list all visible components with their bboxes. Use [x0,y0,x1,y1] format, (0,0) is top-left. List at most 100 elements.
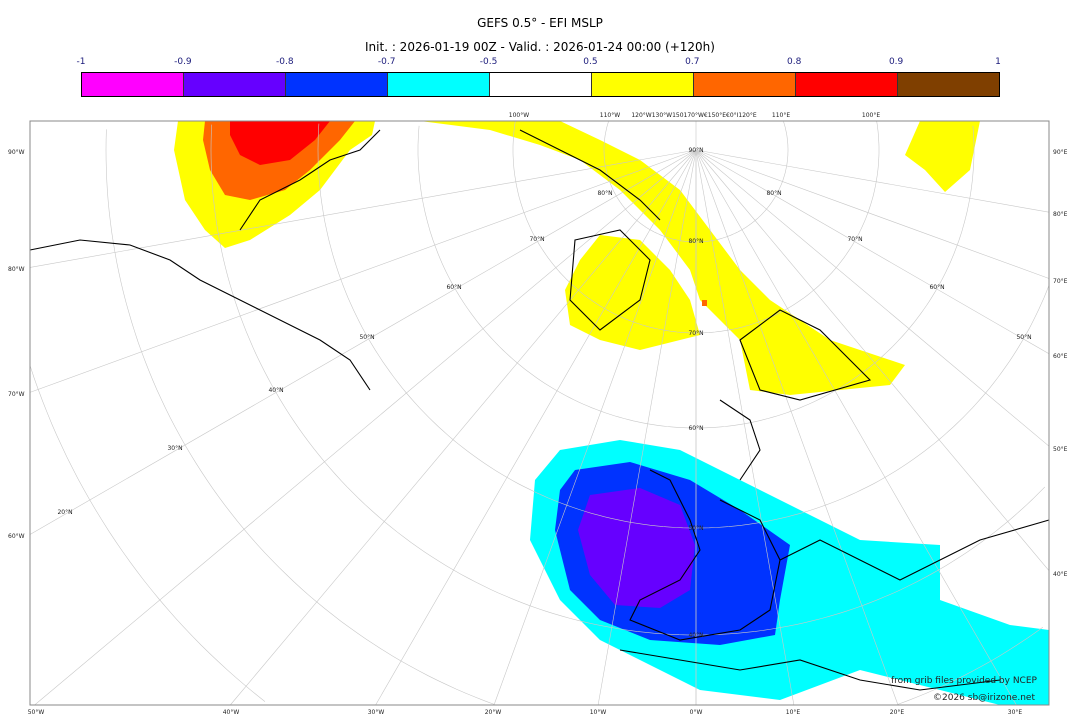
bottom-longitude-label: 50°W [28,709,45,716]
latitude-label: 40°N [688,632,703,639]
top-longitude-label: 110°E [772,112,790,119]
colorbar-segment [796,73,898,96]
top-longitude-label: 100°W [509,112,529,119]
right-longitude-label: 80°E [1053,211,1068,218]
meridian-line [695,149,795,706]
latitude-line [695,486,1046,636]
colorbar-tick: 0.9 [888,57,904,67]
meridian-line [375,149,697,706]
colorbar-segment [286,73,388,96]
latitude-label: 50°N [359,334,374,341]
latitude-line [696,121,789,243]
chart-subtitle: Init. : 2026-01-19 00Z - Valid. : 2026-0… [365,40,715,54]
latitude-line [105,129,495,705]
meridian-line [29,149,697,268]
latitude-label: 40°N [268,387,283,394]
efi-positive-area [230,121,330,165]
latitude-line [30,366,266,702]
efi-fields [174,121,1049,705]
left-longitude-label: 90°W [8,149,25,156]
meridian-line [695,149,1050,279]
credit-copyright: ©2026 sb@irizone.net [933,693,1035,703]
chart-title: GEFS 0.5° - EFI MSLP [477,16,603,30]
latitude-label: 20°N [57,509,72,516]
meridian-line [29,149,697,393]
latitude-line [512,121,696,334]
right-longitude-label: 90°E [1053,149,1068,156]
colorbar-tick: -0.9 [174,57,192,67]
credit-source: from grib files provided by NCEP [891,676,1037,686]
latitude-label: 50°N [688,525,703,532]
top-longitude-label: 100°E [862,112,880,119]
meridian-line [29,149,697,535]
meridian-line [695,149,899,706]
latitude-label: 70°N [688,330,703,337]
colorbar-segment [82,73,184,96]
graticule [29,121,1050,706]
meridian-line [695,149,1017,706]
bottom-longitude-label: 20°W [485,709,502,716]
colorbar-segment [388,73,490,96]
map-labels: 100°W 110°W 120°W130°W150170°W€150°E€0°I12… [8,112,1068,716]
colorbar-tick: 0.7 [685,57,700,67]
colorbar-tick: -1 [76,57,86,67]
efi-negative-area [578,488,695,608]
bottom-longitude-label: 40°W [223,709,240,716]
right-longitude-label: 50°E [1053,446,1068,453]
latitude-label: 80°N [688,238,703,245]
latitude-label: 30°N [167,445,182,452]
bottom-longitude-label: 10°E [786,709,801,716]
right-longitude-label: 40°E [1053,571,1068,578]
latitude-line [210,124,697,636]
latitude-label: 60°N [688,425,703,432]
meridian-line [493,149,697,706]
bottom-longitude-label: 0°W [690,709,703,716]
left-longitude-label: 70°W [8,391,25,398]
coastlines [29,129,1050,691]
meridian-line [695,149,1050,213]
colorbar-tick: -0.8 [275,57,294,67]
colorbar [81,72,1000,97]
latitude-label: 60°N [446,284,461,291]
meridian-line [695,149,1050,571]
latitude-label: 70°N [529,236,544,243]
colorbar-segment [694,73,796,96]
colorbar-segment [592,73,694,96]
bottom-longitude-label: 20°E [890,709,905,716]
latitude-label: 80°N [597,190,612,197]
efi-positive-area [420,121,905,395]
colorbar-tick: -0.5 [479,57,498,67]
efi-positive-area [565,235,700,350]
right-longitude-label: 70°E [1053,278,1068,285]
efi-positive-spot [702,300,707,306]
colorbar-tick: -0.7 [377,57,396,67]
left-longitude-label: 80°W [8,266,25,273]
meridian-line [597,149,697,706]
latitude-line [696,125,975,429]
meridian-line [695,149,1050,447]
map-frame [29,120,1050,706]
bottom-longitude-label: 30°W [368,709,385,716]
colorbar-tick: 0.5 [583,57,598,67]
colorbar-segment [184,73,286,96]
latitude-label: 50°N [1016,334,1031,341]
latitude-label: 90°N [688,147,703,154]
colorbar-tick: 0.8 [787,57,802,67]
latitude-line [317,123,697,529]
latitude-line [695,285,1050,529]
bottom-longitude-label: 10°W [590,709,607,716]
meridian-line [230,149,697,706]
bottom-longitude-label: 30°E [1008,709,1023,716]
latitude-label: 80°N [766,190,781,197]
top-longitude-label: 120°W130°W150170°W€150°E€0°I120°E [631,112,757,119]
latitude-line [603,121,696,243]
efi-positive-area [905,121,980,192]
meridian-line [34,149,697,706]
right-longitude-label: 60°E [1053,353,1068,360]
latitude-line [897,627,1043,705]
latitude-label: 70°N [847,236,862,243]
meridian-line [695,149,1050,355]
colorbar-segment [898,73,999,96]
left-longitude-label: 60°W [8,533,25,540]
